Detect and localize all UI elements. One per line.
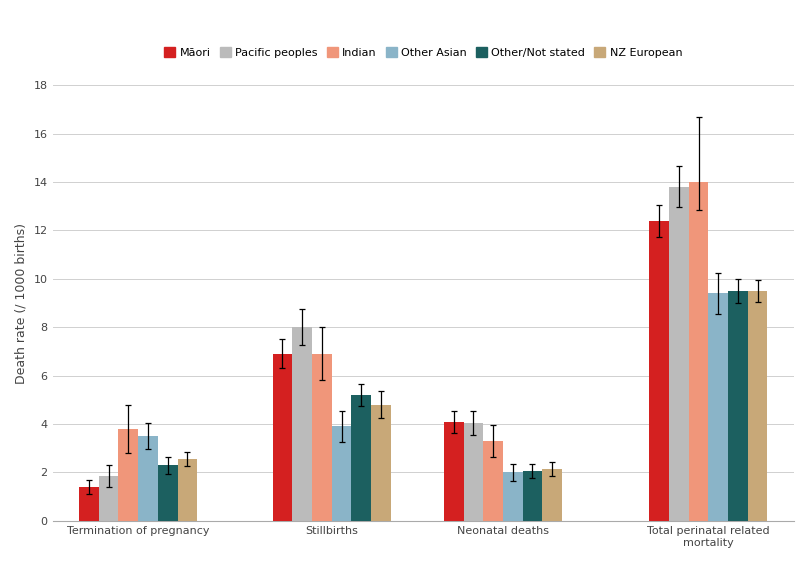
Bar [650, 221, 669, 521]
Bar [728, 291, 748, 521]
Bar [273, 354, 292, 521]
Bar [177, 459, 197, 521]
Bar [332, 426, 351, 521]
Bar [688, 182, 709, 521]
Bar [138, 436, 158, 521]
Legend: Māori, Pacific peoples, Indian, Other Asian, Other/Not stated, NZ European: Māori, Pacific peoples, Indian, Other As… [159, 43, 687, 62]
Bar [292, 327, 312, 521]
Bar [748, 291, 768, 521]
Bar [312, 354, 332, 521]
Bar [158, 465, 177, 521]
Bar [371, 405, 391, 521]
Bar [669, 187, 688, 521]
Bar [464, 423, 483, 521]
Bar [542, 469, 562, 521]
Bar [523, 471, 542, 521]
Bar [709, 293, 728, 521]
Bar [79, 487, 99, 521]
Y-axis label: Death rate (/ 1000 births): Death rate (/ 1000 births) [15, 222, 28, 383]
Bar [444, 422, 464, 521]
Bar [483, 441, 503, 521]
Bar [118, 429, 138, 521]
Bar [351, 395, 371, 521]
Bar [503, 472, 523, 521]
Bar [99, 476, 118, 521]
